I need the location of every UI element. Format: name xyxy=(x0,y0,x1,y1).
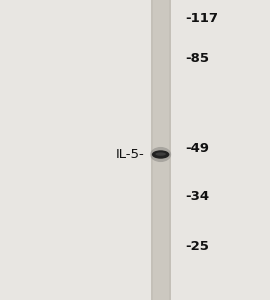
FancyBboxPatch shape xyxy=(168,0,171,300)
Text: -49: -49 xyxy=(185,142,209,155)
Text: -34: -34 xyxy=(185,190,209,203)
FancyBboxPatch shape xyxy=(151,0,153,300)
Text: -25: -25 xyxy=(185,239,209,253)
FancyBboxPatch shape xyxy=(151,0,171,300)
Ellipse shape xyxy=(156,152,166,156)
Text: -85: -85 xyxy=(185,52,209,65)
Text: -117: -117 xyxy=(185,11,218,25)
Text: IL-5-: IL-5- xyxy=(116,148,144,161)
Ellipse shape xyxy=(152,150,170,159)
Ellipse shape xyxy=(150,147,171,162)
